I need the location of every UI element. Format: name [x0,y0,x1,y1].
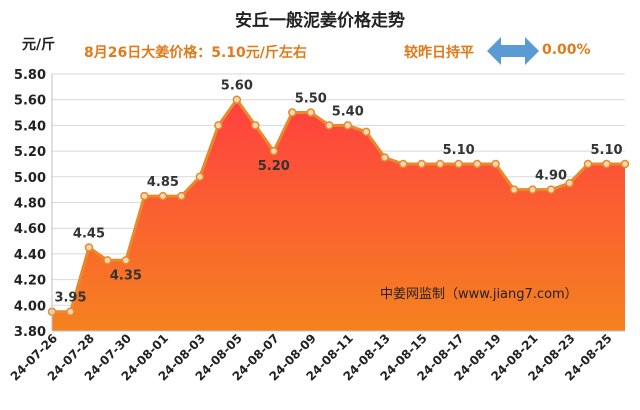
data-label: 5.40 [332,104,364,119]
data-point [509,185,519,194]
y-tick-label: 5.20 [14,145,46,160]
data-label: 5.20 [258,159,290,174]
y-tick-label: 5.00 [14,171,46,186]
data-point [361,127,371,137]
price-note: 8月26日大姜价格：5.10元/斤左右 [84,45,307,61]
data-point [602,159,611,169]
y-tick-label: 4.20 [14,274,46,289]
data-labels: 3.95 4.45 4.35 4.85 5.60 5.20 5.50 5.40 5.10 4.90… [54,79,622,306]
data-point [232,95,242,104]
data-point [343,121,352,130]
data-label: 4.35 [110,268,142,283]
data-point [380,153,389,162]
data-point [177,191,186,201]
x-axis: 24-07-2624-07-2824-07-3024-08-0124-08-03… [8,330,625,384]
y-tick-label: 4.40 [14,248,46,263]
data-point [288,108,297,117]
data-point [325,121,334,130]
data-point [491,159,500,169]
data-label: 3.95 [54,291,86,306]
data-point [398,159,408,169]
data-label: 4.85 [147,175,179,190]
data-point [66,307,75,316]
y-tick-label: 3.80 [14,325,46,340]
data-point [306,108,316,117]
y-tick-label: 4.60 [14,222,46,237]
y-axis-unit: 元/斤 [22,37,56,53]
y-tick-label: 4.80 [14,197,46,212]
data-point [528,185,537,194]
data-point [121,256,131,265]
y-axis: 3.80 4.00 4.20 4.40 4.60 4.80 5.00 5.20 5.40 5.60… [14,68,53,340]
change-label: 较昨日持平 [404,45,474,61]
data-point [565,178,574,188]
data-point [417,159,426,169]
data-point [140,191,149,201]
data-point [103,256,112,265]
double-arrow-icon [487,37,539,65]
data-point [454,159,463,169]
change-value: 0.00% [542,42,591,58]
data-point [620,159,630,169]
data-label: 5.50 [295,92,327,107]
data-point [251,121,260,130]
y-tick-label: 4.00 [14,299,46,314]
chart-title: 安丘一般泥姜价格走势 [235,11,405,31]
data-point [214,121,223,130]
data-point [583,159,593,169]
watermark: 中姜网监制（www.jiang7.com） [380,287,578,302]
data-label: 5.60 [221,79,253,94]
y-tick-label: 5.40 [14,119,46,134]
data-label: 5.10 [590,143,622,158]
price-area [52,99,625,331]
data-point [158,191,168,201]
data-point [84,243,94,252]
data-point [472,159,482,169]
data-label: 5.10 [443,143,475,158]
y-tick-label: 5.60 [14,94,46,109]
data-label: 4.45 [73,226,105,241]
data-label: 4.90 [535,169,567,184]
y-tick-label: 5.80 [14,68,46,83]
data-point [546,185,556,194]
data-point [269,146,279,156]
data-points [47,95,630,316]
data-point [435,159,445,169]
data-point [195,172,205,182]
